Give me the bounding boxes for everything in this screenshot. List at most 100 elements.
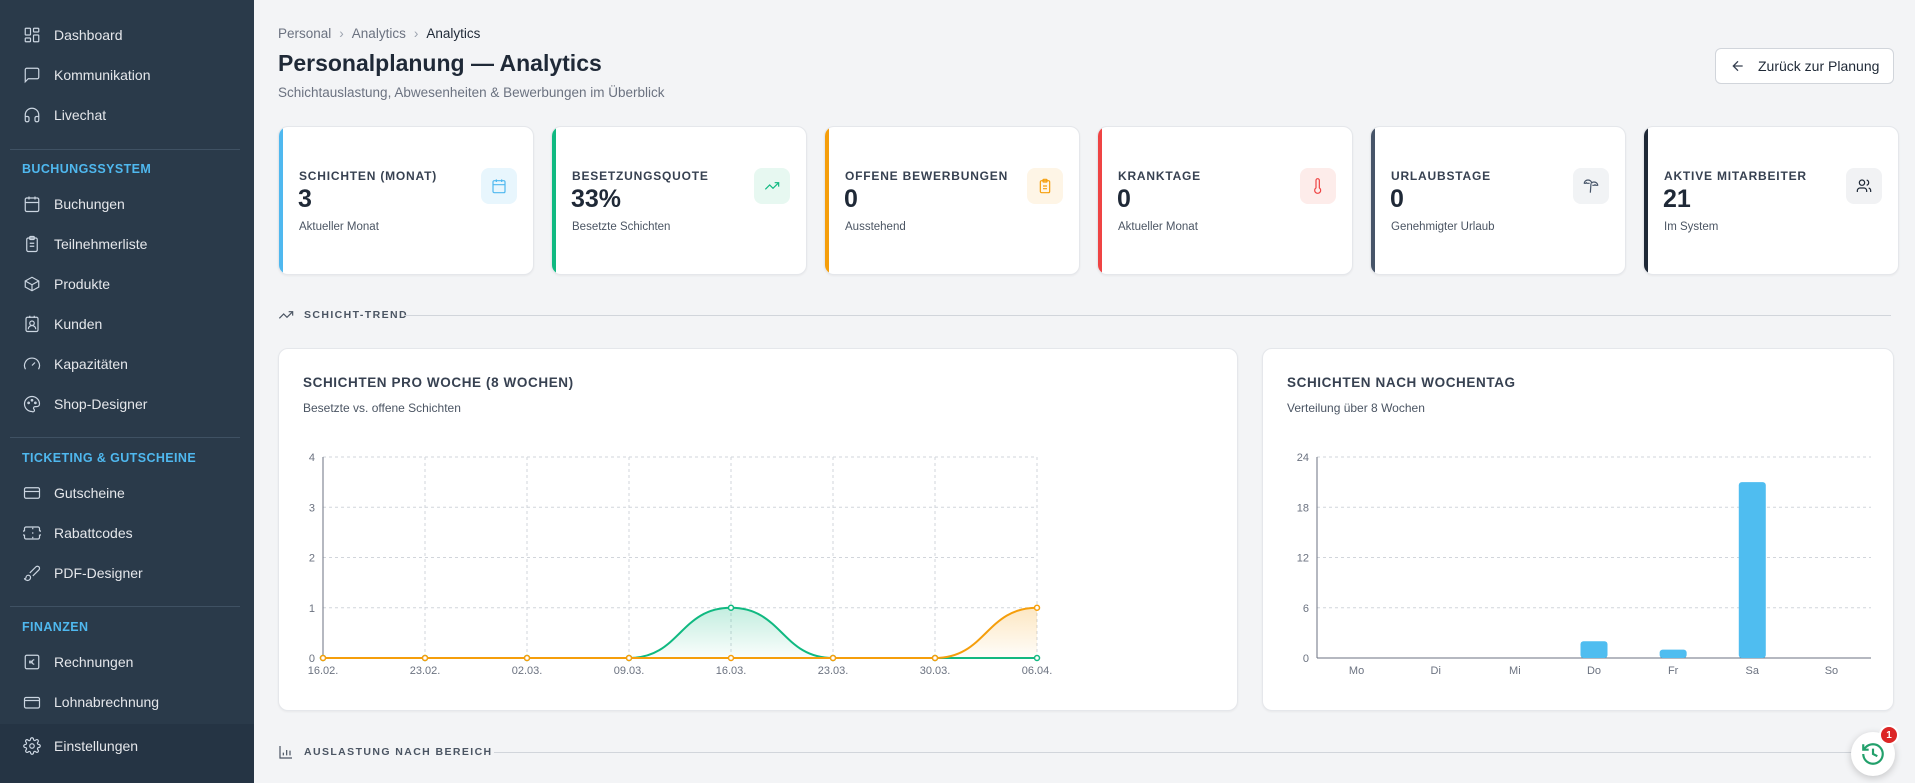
sidebar-item-kapazitaeten[interactable]: Kapazitäten (22, 352, 128, 376)
bar-chart-icon (279, 746, 292, 759)
kpi-caption: Im System (1664, 221, 1719, 233)
sidebar-item-lohnabrechnung[interactable]: Lohnabrechnung (22, 690, 159, 714)
trending-up-icon (754, 168, 790, 204)
chevron-right-icon: › (339, 26, 344, 41)
kpi-accent-bar (1098, 127, 1102, 274)
kpi-value: 21 (1663, 185, 1691, 213)
history-icon (1862, 743, 1884, 765)
x-tick-label: 02.03. (512, 665, 543, 677)
sidebar-item-livechat[interactable]: Livechat (22, 103, 106, 127)
chart-subtitle: Verteilung über 8 Wochen (1287, 401, 1425, 415)
y-tick-label: 3 (309, 502, 315, 514)
sidebar-item-label: Rechnungen (54, 654, 134, 670)
x-tick-label: Mi (1509, 665, 1521, 677)
data-point (523, 654, 531, 662)
y-tick-label: 2 (309, 553, 315, 565)
sidebar-item-pdf-designer[interactable]: PDF-Designer (22, 561, 143, 585)
gear-icon (22, 736, 42, 756)
sidebar-section-ticketing: TICKETING & GUTSCHEINE (22, 451, 197, 465)
shifts-per-week-chart: 0 1 2 3 4 16.02. 23.02. 02.03. 09.03. 16.03. 23.03… (308, 452, 1053, 677)
x-tick-label: Sa (1746, 665, 1760, 677)
kpi-accent-bar (825, 127, 829, 274)
section-title: SCHICHT-TREND (304, 309, 408, 321)
sidebar-footer (0, 724, 254, 783)
headset-icon (22, 105, 42, 125)
kpi-value: 0 (1390, 185, 1404, 213)
y-tick-label: 4 (309, 452, 315, 464)
sidebar-divider (10, 149, 240, 150)
bar-fr (1659, 649, 1687, 658)
sidebar-item-label: Kommunikation (54, 67, 151, 83)
sidebar-item-label: Buchungen (54, 196, 125, 212)
package-icon (22, 274, 42, 294)
sidebar-item-buchungen[interactable]: Buchungen (22, 192, 125, 216)
sidebar-item-gutscheine[interactable]: Gutscheine (22, 481, 125, 505)
sidebar-item-teilnehmerliste[interactable]: Teilnehmerliste (22, 232, 147, 256)
section-header-trend: SCHICHT-TREND (278, 307, 408, 323)
kpi-label: SCHICHTEN (MONAT) (299, 169, 438, 183)
sidebar-item-label: Kunden (54, 316, 103, 332)
page-title: Personalplanung — Analytics (278, 50, 602, 76)
chart-title: SCHICHTEN PRO WOCHE (8 WOCHEN) (303, 375, 574, 390)
history-button[interactable]: 1 (1851, 725, 1899, 776)
sidebar-item-label: Teilnehmerliste (54, 236, 148, 252)
chart-subtitle: Besetzte vs. offene Schichten (303, 401, 461, 415)
x-tick-label: 30.03. (920, 665, 951, 677)
kpi-label: KRANKTAGE (1118, 169, 1201, 183)
sidebar-item-label: Shop-Designer (54, 396, 148, 412)
sidebar-item-label: PDF-Designer (54, 565, 143, 581)
clipboard-list-icon (22, 234, 42, 254)
data-point (829, 654, 837, 662)
kpi-accent-bar (552, 127, 556, 274)
calendar-icon (481, 168, 517, 204)
y-tick-label: 24 (1297, 452, 1309, 464)
kpi-value: 33% (571, 185, 622, 213)
x-tick-label: Fr (1668, 665, 1679, 677)
data-point (625, 654, 633, 662)
x-tick-label: Do (1587, 665, 1601, 677)
kpi-caption: Aktueller Monat (1118, 221, 1198, 233)
kpi-accent-bar (1644, 127, 1648, 274)
sidebar-item-kunden[interactable]: Kunden (22, 312, 102, 336)
shifts-by-weekday-chart: 0 6 12 18 24 Mo Di Mi Do Fr Sa So (1297, 452, 1871, 677)
sidebar-item-einstellungen[interactable]: Einstellungen (22, 734, 138, 758)
breadcrumb-item-analytics[interactable]: Analytics (351, 26, 406, 41)
sidebar-divider (10, 437, 240, 438)
sidebar-section-buchungssystem: BUCHUNGSSYSTEM (22, 162, 152, 176)
y-tick-label: 1 (309, 603, 315, 615)
kpi-caption: Aktueller Monat (299, 221, 379, 233)
sidebar-item-produkte[interactable]: Produkte (22, 272, 110, 296)
kpi-caption: Genehmigter Urlaub (1391, 221, 1495, 233)
sidebar: Dashboard Kommunikation Livechat BUCHUNG… (0, 0, 254, 783)
data-point (931, 654, 939, 662)
section-divider (494, 752, 1891, 753)
sidebar-item-kommunikation[interactable]: Kommunikation (22, 63, 151, 87)
chart-title: SCHICHTEN NACH WOCHENTAG (1287, 375, 1516, 390)
kpi-card: URLAUBSTAGE 0 Genehmigter Urlaub (1370, 126, 1626, 275)
breadcrumb-current: Analytics (426, 26, 481, 41)
sidebar-item-shop-designer[interactable]: Shop-Designer (22, 392, 147, 416)
kpi-label: BESETZUNGSQUOTE (572, 169, 709, 183)
sidebar-item-label: Livechat (54, 107, 107, 123)
users-icon (1846, 168, 1882, 204)
sidebar-item-label: Produkte (54, 276, 111, 292)
breadcrumb-item-personal[interactable]: Personal (278, 26, 332, 41)
sidebar-item-dashboard[interactable]: Dashboard (22, 23, 123, 47)
section-title: AUSLASTUNG NACH BEREICH (304, 746, 493, 758)
sidebar-item-rabattcodes[interactable]: Rabattcodes (22, 521, 133, 545)
notification-badge: 1 (1879, 725, 1899, 745)
kpi-label: URLAUBSTAGE (1391, 169, 1491, 183)
sidebar-item-label: Rabattcodes (54, 525, 133, 541)
sidebar-item-rechnungen[interactable]: Rechnungen (22, 650, 133, 674)
x-tick-label: 09.03. (614, 665, 645, 677)
layout-dashboard-icon (22, 25, 42, 45)
y-tick-label: 0 (1303, 653, 1309, 665)
gauge-icon (22, 354, 42, 374)
back-to-planning-button[interactable]: Zurück zur Planung (1715, 48, 1894, 84)
sidebar-item-label: Kapazitäten (54, 356, 128, 372)
data-point (1033, 604, 1041, 611)
sidebar-item-label: Gutscheine (54, 485, 125, 501)
contact-icon (22, 314, 42, 334)
x-tick-label: 23.02. (410, 665, 441, 677)
x-tick-label: Mo (1349, 665, 1364, 677)
